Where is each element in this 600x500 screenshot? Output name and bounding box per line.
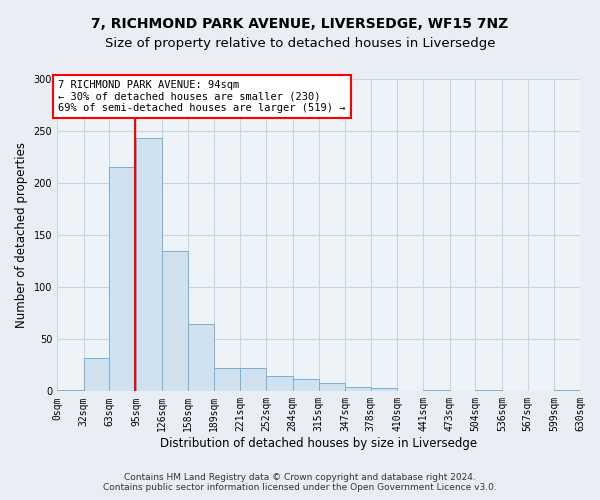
- Bar: [554, 390, 580, 392]
- Y-axis label: Number of detached properties: Number of detached properties: [15, 142, 28, 328]
- Bar: [266, 376, 293, 392]
- Text: 7 RICHMOND PARK AVENUE: 94sqm
← 30% of detached houses are smaller (230)
69% of : 7 RICHMOND PARK AVENUE: 94sqm ← 30% of d…: [58, 80, 346, 113]
- Bar: [345, 387, 371, 392]
- Bar: [475, 390, 502, 392]
- X-axis label: Distribution of detached houses by size in Liversedge: Distribution of detached houses by size …: [160, 437, 477, 450]
- Bar: [109, 168, 136, 392]
- Bar: [214, 368, 241, 392]
- Bar: [136, 138, 161, 392]
- Bar: [371, 388, 397, 392]
- Bar: [188, 324, 214, 392]
- Bar: [423, 390, 449, 392]
- Bar: [293, 379, 319, 392]
- Text: 7, RICHMOND PARK AVENUE, LIVERSEDGE, WF15 7NZ: 7, RICHMOND PARK AVENUE, LIVERSEDGE, WF1…: [91, 18, 509, 32]
- Bar: [241, 368, 266, 392]
- Bar: [161, 251, 188, 392]
- Bar: [57, 390, 83, 392]
- Bar: [83, 358, 109, 392]
- Bar: [319, 383, 345, 392]
- Text: Contains HM Land Registry data © Crown copyright and database right 2024.
Contai: Contains HM Land Registry data © Crown c…: [103, 473, 497, 492]
- Text: Size of property relative to detached houses in Liversedge: Size of property relative to detached ho…: [105, 38, 495, 51]
